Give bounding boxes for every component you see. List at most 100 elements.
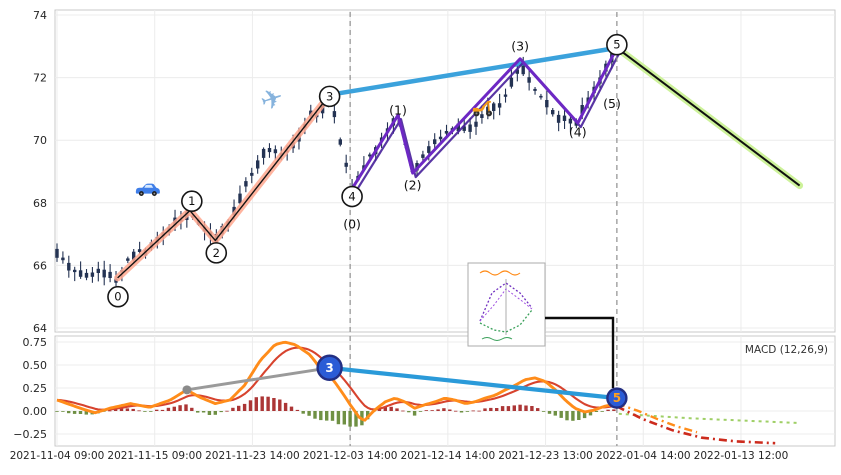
macd-histogram-bar — [319, 411, 323, 421]
candle-body — [368, 154, 372, 157]
candle — [468, 117, 472, 139]
macd-histogram-bar — [278, 399, 282, 411]
candle-body — [551, 110, 555, 115]
macd-histogram-bar — [155, 409, 159, 411]
macd-histogram-bar — [131, 408, 135, 411]
candle — [61, 251, 65, 264]
macd-histogram-bar — [348, 411, 352, 427]
subwave-label: (2) — [404, 178, 422, 193]
wave-marker-label: 5 — [613, 38, 620, 52]
candle-body — [480, 114, 484, 118]
macd-histogram-bar — [266, 396, 270, 411]
macd-histogram-bar — [330, 411, 335, 421]
macd-histogram-bar — [137, 410, 141, 412]
macd-histogram-bar — [301, 411, 305, 414]
macd-histogram-bar — [495, 408, 499, 411]
macd-histogram-bar — [125, 408, 130, 411]
macd-gray-line — [186, 366, 330, 392]
candle-body — [545, 100, 549, 108]
candle — [556, 110, 561, 132]
macd-histogram-bar — [553, 411, 557, 416]
macd-histogram-bar — [119, 408, 124, 411]
candle — [338, 137, 342, 147]
candle-body — [468, 124, 472, 132]
macd-tick-label: −0.25 — [13, 428, 47, 441]
macd-histogram-bar — [506, 406, 511, 411]
scooter-hub — [488, 112, 491, 115]
wave-marker-circle — [606, 33, 628, 56]
macd-histogram-bar — [436, 409, 440, 411]
macd-histogram-bar — [260, 396, 264, 411]
candle-body — [421, 154, 425, 158]
subwave-line-shadow — [354, 51, 621, 194]
wave-marker: 1 — [181, 190, 203, 213]
car-hub — [153, 192, 156, 195]
macd-histogram-bar — [207, 411, 212, 415]
candle-body — [132, 251, 136, 261]
candle-body — [509, 77, 514, 87]
x-tick-label: 2021-11-23 14:00 — [205, 450, 300, 462]
macd-histogram-bar — [512, 405, 516, 411]
macd-histogram-bar — [418, 411, 423, 412]
candle — [78, 261, 83, 279]
candle — [332, 103, 337, 124]
wave-marker: 2 — [205, 242, 228, 264]
candle — [90, 267, 95, 283]
macd-tick-label: 0.75 — [23, 336, 48, 349]
candle — [137, 241, 142, 255]
wave-marker: 5 — [606, 33, 628, 56]
price-panel — [54, 9, 836, 333]
candle-body — [102, 269, 106, 278]
impulse-wave-core — [117, 94, 331, 279]
macd-histogram-bar — [524, 405, 528, 411]
macd-histogram-bar — [237, 405, 241, 411]
candle — [551, 108, 555, 117]
macd-histogram-bar — [606, 409, 610, 411]
candle-body — [78, 270, 83, 277]
macd-histogram-bar — [313, 411, 317, 419]
macd-histogram-bar — [588, 411, 593, 416]
candle — [267, 143, 272, 158]
macd-line — [56, 340, 618, 422]
macd-histogram-bar — [166, 407, 171, 411]
macd-histogram-bar — [536, 408, 540, 411]
macd-histogram-bar — [172, 406, 176, 411]
macd-histogram-bar — [184, 404, 188, 411]
candle — [108, 264, 112, 283]
macd-histogram-bar — [190, 407, 194, 411]
macd-wave-marker: 3 — [316, 354, 343, 381]
macd-histogram-bar — [600, 411, 604, 412]
candle-body — [486, 106, 490, 113]
inset-footer-squiggle — [481, 337, 513, 341]
candle — [273, 145, 278, 160]
candle-body — [539, 95, 543, 98]
macd-histogram — [55, 396, 616, 427]
macd-histogram-bar — [143, 411, 147, 412]
macd-histogram-bar — [213, 411, 217, 415]
macd-histogram-bar — [325, 411, 329, 421]
macd-histogram-bar — [201, 411, 206, 413]
x-tick-label: 2021-11-04 09:00 — [10, 450, 105, 462]
macd-histogram-bar — [612, 409, 616, 411]
wave-marker-label: 3 — [326, 89, 333, 103]
subwave-label: (5) — [603, 96, 621, 111]
macd-histogram-bar — [571, 411, 575, 421]
x-tick-label: 2021-12-23 13:00 — [498, 450, 593, 462]
macd-wave-marker: 5 — [606, 387, 628, 409]
candle-body — [96, 268, 100, 273]
candle-body — [444, 131, 449, 134]
macd-histogram-bar — [289, 406, 294, 411]
macd-histogram-bar — [272, 398, 276, 411]
macd-histogram-bar — [518, 404, 522, 411]
macd-histogram-bar — [594, 411, 599, 412]
price-tick-label: 72 — [33, 72, 47, 85]
candle-body — [503, 94, 508, 97]
macd-histogram-bar — [307, 411, 311, 416]
macd-histogram-bar — [149, 411, 153, 412]
candle-body — [84, 272, 89, 278]
wave-marker-circle — [341, 185, 363, 208]
candle — [492, 101, 496, 120]
candle — [67, 255, 71, 278]
candle-body — [238, 193, 242, 204]
